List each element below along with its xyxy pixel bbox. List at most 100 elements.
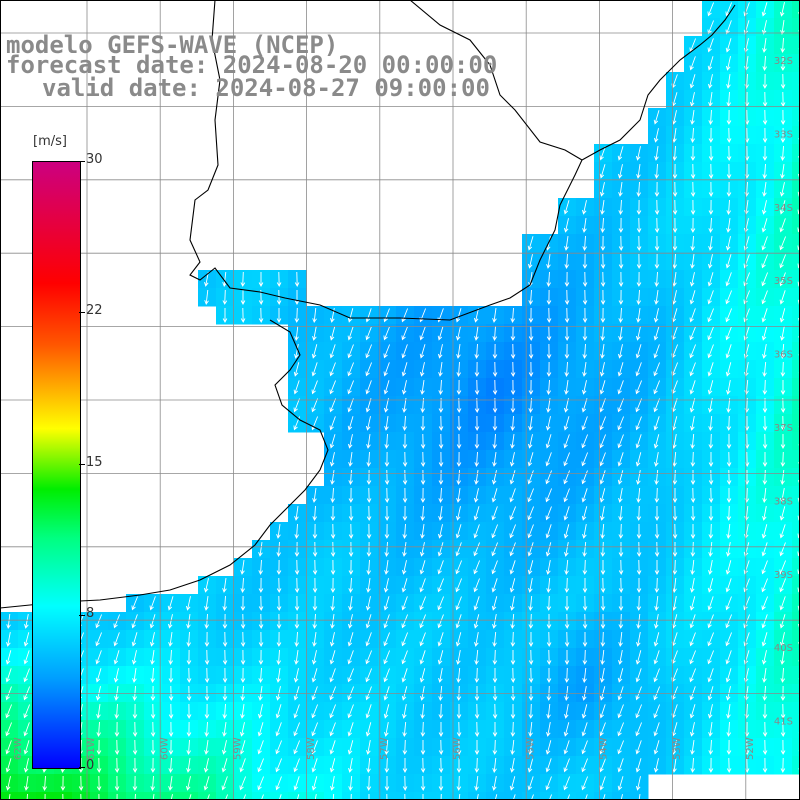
wind-arrow [258,613,264,629]
wind-arrow [581,506,588,521]
wind-arrow [311,758,318,773]
wind-arrow [689,722,695,737]
wind-arrow [564,542,569,557]
wind-arrow [329,668,336,683]
wind-speed-cell [792,648,800,667]
wind-arrow [455,632,462,647]
wind-arrow [672,145,677,161]
wind-arrow [600,614,606,629]
wind-speed-cell [792,324,800,343]
wind-arrow [638,794,641,800]
wind-arrow [95,614,103,629]
wind-arrow [762,55,767,71]
wind-arrow [510,650,516,665]
wind-arrow [5,668,12,683]
wind-arrow [276,308,282,323]
wind-arrow [707,668,714,683]
wind-arrow [438,469,444,485]
wind-arrow [294,325,299,341]
wind-arrow [582,541,587,557]
wind-arrow [348,775,353,791]
wind-arrow [654,181,660,197]
wind-arrow [582,613,588,629]
wind-arrow [761,236,768,251]
wind-arrow [293,722,301,737]
wind-arrow [564,631,570,647]
wind-arrow [779,596,786,611]
wind-arrow [761,650,767,665]
wind-speed-cell [792,432,800,451]
wind-speed-cell [504,792,523,800]
wind-speed-cell [144,792,163,800]
wind-arrow [365,722,372,737]
wind-arrow [510,307,515,323]
wind-arrow [294,290,300,305]
wind-arrow [563,776,571,791]
wind-arrow [779,542,786,557]
wind-arrow [168,739,174,755]
wind-arrow [546,343,552,359]
wind-arrow [23,686,31,701]
wind-arrow [761,20,767,35]
wind-arrow [311,398,319,413]
wind-arrow [293,686,300,701]
wind-arrow [329,650,336,665]
wind-arrow [725,650,732,665]
wind-arrow [545,506,552,521]
wind-speed-cell [252,792,271,800]
wind-arrow [779,632,785,647]
wind-arrow [167,596,174,611]
wind-arrow [635,344,642,359]
wind-arrow [636,271,642,287]
wind-arrow [743,290,751,305]
wind-arrow [206,794,210,800]
wind-arrow [329,344,336,359]
wind-arrow [5,704,13,719]
wind-arrow [509,524,517,539]
wind-arrow [419,596,427,611]
wind-arrow [168,703,174,719]
wind-arrow [185,776,191,791]
wind-arrow [762,109,768,125]
wind-arrow [690,181,696,197]
wind-arrow [311,686,318,701]
wind-arrow [294,650,299,665]
wind-arrow [672,542,678,557]
wind-arrow [492,685,498,701]
wind-arrow [456,721,462,737]
wind-arrow [600,253,606,269]
wind-arrow [617,686,624,701]
wind-arrow [762,721,768,737]
wind-arrow [527,776,534,791]
wind-arrow [492,379,498,395]
title-model: modelo GEFS-WAVE (NCEP) [6,31,339,59]
wind-arrow [402,451,408,467]
wind-arrow [653,416,660,431]
wind-arrow [690,470,696,485]
wind-arrow [240,560,245,575]
wind-arrow [761,560,768,575]
wind-arrow [654,271,659,287]
wind-arrow [725,632,733,647]
wind-arrow [204,649,210,665]
wind-arrow [761,578,769,593]
wind-arrow [654,577,660,593]
wind-arrow [708,506,714,521]
wind-arrow [690,199,696,215]
wind-arrow [258,577,264,593]
wind-arrow [564,253,569,269]
wind-arrow [635,704,643,719]
wind-arrow [455,326,461,341]
wind-arrow [275,740,283,755]
wind-arrow [438,703,444,719]
wind-arrow [114,721,120,737]
wind-arrow [617,362,624,377]
wind-arrow [492,415,498,431]
wind-arrow [437,596,445,611]
wind-arrow [636,505,642,521]
wind-arrow [545,488,553,503]
wind-arrow [222,308,228,323]
wind-arrow [329,398,337,413]
wind-arrow [690,163,696,179]
wind-arrow [204,596,209,611]
